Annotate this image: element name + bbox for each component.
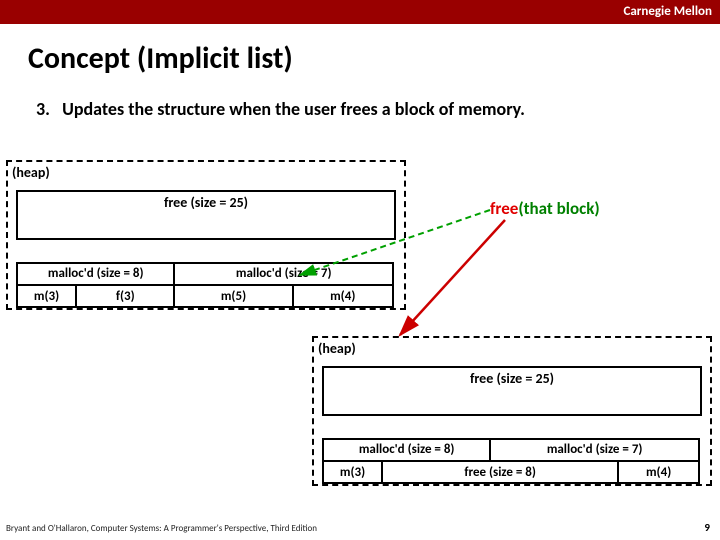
heap-before: (heap) free (size = 25) malloc'd (size =… [6,160,406,310]
header-cell: malloc'd (size = 7) [491,438,698,460]
data-cell: f(3) [77,284,175,306]
heap-after: (heap) free (size = 25) malloc'd (size =… [312,336,712,486]
data-cell: m(3) [324,460,383,482]
heap2-cell-row: m(3)free (size = 8)m(4) [322,460,700,484]
brand-text: Carnegie Mellon [623,4,712,19]
heap-label: (heap) [12,164,50,181]
footer-citation: Bryant and O'Hallaron, Computer Systems:… [6,523,317,534]
header-cell: malloc'd (size = 8) [324,438,491,460]
brand-bar [0,0,720,24]
heap1-header-row: malloc'd (size = 8)malloc'd (size = 7) [16,262,394,284]
data-cell: m(4) [294,284,392,306]
page-number: 9 [704,521,710,534]
heap1-cell-row: m(3)f(3)m(5)m(4) [16,284,394,308]
bullet-text: Updates the structure when the user free… [62,98,662,120]
data-cell: m(4) [619,460,698,482]
free-fn: free [490,198,518,219]
free-arg: (that block) [518,198,599,219]
free-block-2: free (size = 25) [322,366,702,416]
bullet-number: 3. [36,98,58,120]
slide-title: Concept (Implicit list) [28,40,293,77]
free-block-label: free (size = 25) [18,194,394,211]
free-block-1: free (size = 25) [16,190,396,240]
free-call-label: free(that block) [490,198,600,219]
header-cell: malloc'd (size = 8) [18,262,175,284]
data-cell: m(3) [18,284,77,306]
free-block-label: free (size = 25) [324,370,700,387]
heap-label: (heap) [318,340,356,357]
bullet-item: 3. Updates the structure when the user f… [36,98,690,120]
data-cell: free (size = 8) [383,460,619,482]
header-cell: malloc'd (size = 7) [175,262,392,284]
data-cell: m(5) [175,284,293,306]
heap2-header-row: malloc'd (size = 8)malloc'd (size = 7) [322,438,700,460]
